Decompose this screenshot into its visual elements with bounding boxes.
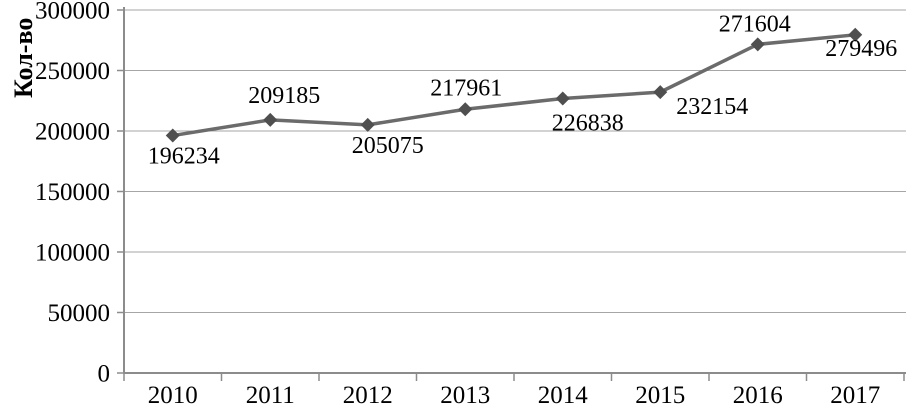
x-tick-label: 2014 — [538, 382, 589, 409]
data-point-marker — [458, 102, 473, 117]
y-axis-title: Кол-во — [9, 18, 38, 98]
x-tick-label: 2015 — [635, 382, 685, 409]
data-point-label: 279496 — [825, 36, 897, 62]
y-tick-label: 150000 — [35, 179, 110, 206]
y-tick-label: 0 — [98, 361, 111, 388]
y-tick-label: 50000 — [48, 300, 111, 327]
data-point-label: 209185 — [248, 83, 320, 109]
x-tick-label: 2012 — [343, 382, 393, 409]
y-tick-label: 200000 — [35, 119, 110, 146]
data-point-label: 232154 — [676, 94, 748, 120]
data-point-label: 226838 — [552, 111, 624, 137]
data-point-marker — [263, 112, 278, 127]
x-tick-label: 2010 — [148, 382, 198, 409]
y-tick-label: 300000 — [35, 0, 110, 25]
x-tick-label: 2011 — [246, 382, 295, 409]
data-point-marker — [750, 37, 765, 52]
series-line — [172, 33, 856, 138]
data-point-marker — [555, 91, 570, 106]
data-point-marker — [848, 27, 863, 42]
x-tick-label: 2017 — [830, 382, 880, 409]
data-point-marker — [653, 85, 668, 100]
data-point-marker — [360, 117, 375, 132]
y-tick-label: 250000 — [35, 58, 110, 85]
x-tick-label: 2013 — [440, 382, 490, 409]
data-point-label: 205075 — [352, 133, 424, 159]
x-tick-label: 2016 — [733, 382, 783, 409]
data-point-label: 217961 — [430, 75, 502, 101]
data-point-label: 271604 — [719, 11, 791, 37]
data-point-label: 196234 — [148, 144, 220, 170]
y-tick-label: 100000 — [35, 240, 110, 267]
data-point-marker — [165, 128, 180, 143]
